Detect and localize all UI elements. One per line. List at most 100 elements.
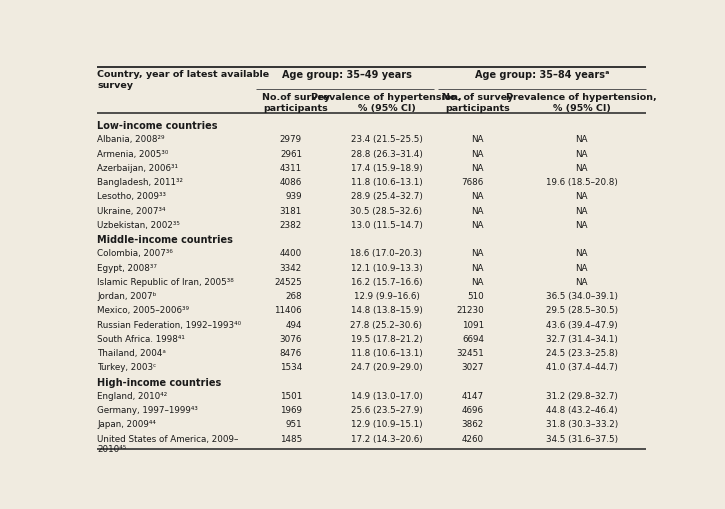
Text: NA: NA xyxy=(471,164,484,173)
Text: 2382: 2382 xyxy=(280,221,302,230)
Text: NA: NA xyxy=(471,135,484,145)
Text: 25.6 (23.5–27.9): 25.6 (23.5–27.9) xyxy=(350,406,423,415)
Text: 939: 939 xyxy=(285,192,302,202)
Text: Jordan, 2007ᵇ: Jordan, 2007ᵇ xyxy=(97,292,157,301)
Text: 3862: 3862 xyxy=(462,420,484,429)
Text: Colombia, 2007³⁶: Colombia, 2007³⁶ xyxy=(97,249,173,259)
Text: 8476: 8476 xyxy=(280,349,302,358)
Text: NA: NA xyxy=(471,264,484,273)
Text: 1501: 1501 xyxy=(280,392,302,401)
Text: 1091: 1091 xyxy=(462,321,484,329)
Text: Thailand, 2004ᵃ: Thailand, 2004ᵃ xyxy=(97,349,166,358)
Text: No.of survey
participants: No.of survey participants xyxy=(262,94,330,113)
Text: 12.9 (10.9–15.1): 12.9 (10.9–15.1) xyxy=(351,420,422,429)
Text: Egypt, 2008³⁷: Egypt, 2008³⁷ xyxy=(97,264,157,273)
Text: Mexico, 2005–2006³⁹: Mexico, 2005–2006³⁹ xyxy=(97,306,189,315)
Text: 2961: 2961 xyxy=(280,150,302,159)
Text: NA: NA xyxy=(576,150,588,159)
Text: 11.8 (10.6–13.1): 11.8 (10.6–13.1) xyxy=(351,178,423,187)
Text: 21230: 21230 xyxy=(456,306,484,315)
Text: 41.0 (37.4–44.7): 41.0 (37.4–44.7) xyxy=(546,363,618,372)
Text: Country, year of latest available
survey: Country, year of latest available survey xyxy=(97,70,270,90)
Text: 14.8 (13.8–15.9): 14.8 (13.8–15.9) xyxy=(350,306,423,315)
Text: 27.8 (25.2–30.6): 27.8 (25.2–30.6) xyxy=(350,321,423,329)
Text: NA: NA xyxy=(471,278,484,287)
Text: 29.5 (28.5–30.5): 29.5 (28.5–30.5) xyxy=(546,306,618,315)
Text: 28.9 (25.4–32.7): 28.9 (25.4–32.7) xyxy=(350,192,423,202)
Text: NA: NA xyxy=(576,164,588,173)
Text: Armenia, 2005³⁰: Armenia, 2005³⁰ xyxy=(97,150,169,159)
Text: 24.7 (20.9–29.0): 24.7 (20.9–29.0) xyxy=(351,363,423,372)
Text: 3181: 3181 xyxy=(280,207,302,216)
Text: 34.5 (31.6–37.5): 34.5 (31.6–37.5) xyxy=(546,435,618,443)
Text: 13.0 (11.5–14.7): 13.0 (11.5–14.7) xyxy=(350,221,423,230)
Text: 4147: 4147 xyxy=(462,392,484,401)
Text: 1969: 1969 xyxy=(280,406,302,415)
Text: Uzbekistan, 2002³⁵: Uzbekistan, 2002³⁵ xyxy=(97,221,181,230)
Text: Albania, 2008²⁹: Albania, 2008²⁹ xyxy=(97,135,165,145)
Text: 24525: 24525 xyxy=(274,278,302,287)
Text: Turkey, 2003ᶜ: Turkey, 2003ᶜ xyxy=(97,363,157,372)
Text: 17.4 (15.9–18.9): 17.4 (15.9–18.9) xyxy=(351,164,423,173)
Text: 31.8 (30.3–33.2): 31.8 (30.3–33.2) xyxy=(546,420,618,429)
Text: 4400: 4400 xyxy=(280,249,302,259)
Text: High-income countries: High-income countries xyxy=(97,378,222,387)
Text: 12.1 (10.9–13.3): 12.1 (10.9–13.3) xyxy=(351,264,423,273)
Text: 3076: 3076 xyxy=(280,335,302,344)
Text: 7686: 7686 xyxy=(462,178,484,187)
Text: 44.8 (43.2–46.4): 44.8 (43.2–46.4) xyxy=(546,406,618,415)
Text: 4260: 4260 xyxy=(462,435,484,443)
Text: 18.6 (17.0–20.3): 18.6 (17.0–20.3) xyxy=(350,249,423,259)
Text: 23.4 (21.5–25.5): 23.4 (21.5–25.5) xyxy=(350,135,423,145)
Text: NA: NA xyxy=(576,221,588,230)
Text: 951: 951 xyxy=(285,420,302,429)
Text: 28.8 (26.3–31.4): 28.8 (26.3–31.4) xyxy=(350,150,423,159)
Text: 510: 510 xyxy=(467,292,484,301)
Text: Age group: 35–84 yearsᵃ: Age group: 35–84 yearsᵃ xyxy=(475,70,609,80)
Text: Middle-income countries: Middle-income countries xyxy=(97,235,233,245)
Text: Lesotho, 2009³³: Lesotho, 2009³³ xyxy=(97,192,166,202)
Text: 32451: 32451 xyxy=(456,349,484,358)
Text: 30.5 (28.5–32.6): 30.5 (28.5–32.6) xyxy=(350,207,423,216)
Text: NA: NA xyxy=(471,207,484,216)
Text: South Africa. 1998⁴¹: South Africa. 1998⁴¹ xyxy=(97,335,186,344)
Text: Prevalence of hypertension,
% (95% CI): Prevalence of hypertension, % (95% CI) xyxy=(506,94,657,113)
Text: 4311: 4311 xyxy=(280,164,302,173)
Text: NA: NA xyxy=(576,207,588,216)
Text: 494: 494 xyxy=(286,321,302,329)
Text: NA: NA xyxy=(471,150,484,159)
Text: 1485: 1485 xyxy=(280,435,302,443)
Text: England, 2010⁴²: England, 2010⁴² xyxy=(97,392,167,401)
Text: Bangladesh, 2011³²: Bangladesh, 2011³² xyxy=(97,178,183,187)
Text: NA: NA xyxy=(576,249,588,259)
Text: United States of America, 2009–
2010⁴⁵: United States of America, 2009– 2010⁴⁵ xyxy=(97,435,239,454)
Text: NA: NA xyxy=(471,221,484,230)
Text: Azerbaijan, 2006³¹: Azerbaijan, 2006³¹ xyxy=(97,164,178,173)
Text: No. of survey
participants: No. of survey participants xyxy=(442,94,513,113)
Text: 6694: 6694 xyxy=(462,335,484,344)
Text: 12.9 (9.9–16.6): 12.9 (9.9–16.6) xyxy=(354,292,419,301)
Text: NA: NA xyxy=(576,278,588,287)
Text: 31.2 (29.8–32.7): 31.2 (29.8–32.7) xyxy=(546,392,618,401)
Text: NA: NA xyxy=(471,249,484,259)
Text: Germany, 1997–1999⁴³: Germany, 1997–1999⁴³ xyxy=(97,406,198,415)
Text: 19.5 (17.8–21.2): 19.5 (17.8–21.2) xyxy=(351,335,423,344)
Text: 4086: 4086 xyxy=(280,178,302,187)
Text: Russian Federation, 1992–1993⁴⁰: Russian Federation, 1992–1993⁴⁰ xyxy=(97,321,241,329)
Text: 36.5 (34.0–39.1): 36.5 (34.0–39.1) xyxy=(546,292,618,301)
Text: Ukraine, 2007³⁴: Ukraine, 2007³⁴ xyxy=(97,207,166,216)
Text: NA: NA xyxy=(576,135,588,145)
Text: NA: NA xyxy=(576,264,588,273)
Text: 43.6 (39.4–47.9): 43.6 (39.4–47.9) xyxy=(546,321,618,329)
Text: 3342: 3342 xyxy=(280,264,302,273)
Text: Islamic Republic of Iran, 2005³⁸: Islamic Republic of Iran, 2005³⁸ xyxy=(97,278,234,287)
Text: 32.7 (31.4–34.1): 32.7 (31.4–34.1) xyxy=(546,335,618,344)
Text: 4696: 4696 xyxy=(462,406,484,415)
Text: 17.2 (14.3–20.6): 17.2 (14.3–20.6) xyxy=(351,435,423,443)
Text: 268: 268 xyxy=(285,292,302,301)
Text: 11.8 (10.6–13.1): 11.8 (10.6–13.1) xyxy=(351,349,423,358)
Text: Low-income countries: Low-income countries xyxy=(97,121,218,131)
Text: Japan, 2009⁴⁴: Japan, 2009⁴⁴ xyxy=(97,420,157,429)
Text: 11406: 11406 xyxy=(274,306,302,315)
Text: 19.6 (18.5–20.8): 19.6 (18.5–20.8) xyxy=(546,178,618,187)
